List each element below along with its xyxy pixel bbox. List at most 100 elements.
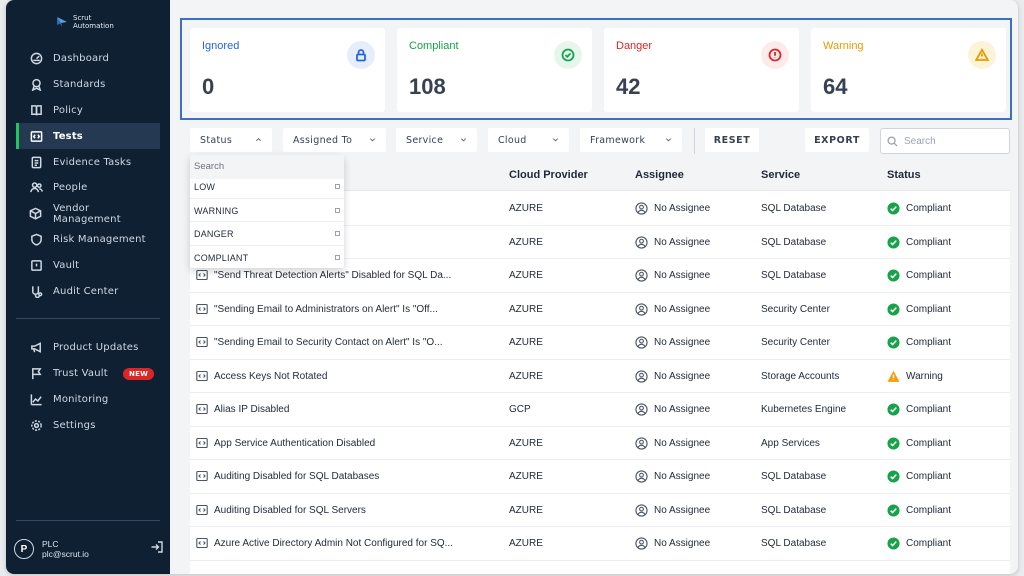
assignee[interactable]: No Assignee — [654, 270, 711, 281]
user-profile[interactable]: P PLC plc@scrut.io — [14, 534, 164, 564]
status-filter[interactable]: Status — [190, 128, 272, 152]
status-dropdown: LOW WARNING DANGER COMPLIANT — [190, 155, 344, 268]
sidebar-item-dashboard[interactable]: Dashboard — [16, 46, 160, 72]
sidebar-item-label: Audit Center — [53, 285, 119, 297]
toolbar-divider — [694, 128, 695, 154]
sidebar-item-label: Risk Management — [53, 233, 146, 245]
sidebar-item-vault[interactable]: Vault — [16, 252, 160, 278]
test-name[interactable]: App Service Authentication Disabled — [214, 437, 376, 449]
chevron-down-icon — [665, 138, 672, 142]
stat-card-danger[interactable]: Danger 42 — [604, 28, 799, 112]
check-circle-icon — [887, 503, 900, 517]
column-header-service[interactable]: Service — [761, 169, 801, 181]
cloud-provider: GCP — [509, 404, 531, 415]
sidebar-item-audit-center[interactable]: Audit Center — [16, 278, 160, 304]
table-row[interactable]: App Service Authentication Disabled AZURE… — [190, 427, 1010, 460]
dropdown-option-warning[interactable]: WARNING — [190, 199, 344, 222]
stat-label: Warning — [823, 40, 864, 52]
assignee[interactable]: No Assignee — [654, 437, 711, 449]
sidebar-item-label: Standards — [53, 79, 106, 91]
option-checkbox[interactable] — [335, 231, 340, 236]
test-name[interactable]: "Sending Email to Administrators on Aler… — [214, 303, 438, 315]
test-name[interactable]: "Sending Email to Security Contact on Al… — [214, 337, 443, 348]
cloud-filter[interactable]: Cloud — [488, 128, 569, 152]
sidebar-item-label: Settings — [53, 419, 96, 431]
column-header-cloud-provider[interactable]: Cloud Provider — [509, 169, 588, 181]
shield-icon — [29, 232, 43, 246]
sidebar-item-label: Tests — [53, 130, 83, 142]
dropdown-option-low[interactable]: LOW — [190, 175, 344, 199]
assignee[interactable]: No Assignee — [654, 538, 711, 549]
assignee[interactable]: No Assignee — [654, 504, 711, 516]
box-icon — [29, 207, 43, 221]
option-checkbox[interactable] — [335, 254, 340, 260]
export-button[interactable]: EXPORT — [805, 128, 869, 152]
assignee[interactable]: No Assignee — [654, 303, 711, 315]
brand-logo[interactable]: Scrut Automation — [56, 14, 114, 30]
user-email: plc@scrut.io — [42, 549, 89, 559]
test-name[interactable]: Azure Active Directory Admin Not Configu… — [214, 538, 453, 549]
service: App Services — [761, 437, 820, 449]
test-name[interactable]: Access Keys Not Rotated — [214, 370, 328, 382]
assignee[interactable]: No Assignee — [654, 404, 711, 415]
sidebar-item-tests[interactable]: Tests — [16, 123, 160, 150]
assignee[interactable]: No Assignee — [654, 370, 711, 382]
option-checkbox[interactable] — [335, 207, 340, 213]
check-circle-icon — [887, 470, 900, 483]
status-badge: Compliant — [906, 437, 952, 449]
assignee[interactable]: No Assignee — [654, 337, 711, 348]
sidebar-item-risk-management[interactable]: Risk Management — [16, 227, 160, 253]
assignee[interactable]: No Assignee — [654, 203, 711, 214]
check-circle-icon — [887, 537, 900, 550]
assignee[interactable]: No Assignee — [654, 236, 711, 248]
cloud-provider: AZURE — [509, 538, 543, 549]
sidebar-item-product-updates[interactable]: Product Updates — [16, 335, 160, 361]
sidebar-item-policy[interactable]: Policy — [16, 98, 160, 124]
test-name[interactable]: Auditing Disabled for SQL Databases — [214, 471, 380, 482]
stats-panel: Ignored 0 Compliant 108 Danger 42 Warnin… — [180, 18, 1012, 120]
table-row[interactable]: Auditing Disabled for SQL Servers AZURE No… — [190, 494, 1010, 527]
cloud-provider: AZURE — [509, 437, 543, 449]
stat-card-compliant[interactable]: Compliant 108 — [397, 28, 592, 112]
table-row[interactable]: Access Keys Not Rotated AZURE No Assignee S… — [190, 360, 1010, 393]
filter-label: Cloud — [498, 134, 527, 146]
assigned-to-filter[interactable]: Assigned To — [283, 128, 386, 152]
stat-card-warning[interactable]: Warning 64 — [811, 28, 1006, 112]
sidebar-item-standards[interactable]: Standards — [16, 72, 160, 98]
sidebar-item-settings[interactable]: Settings — [16, 412, 160, 438]
logout-icon[interactable] — [150, 540, 164, 554]
sidebar-item-trust-vault[interactable]: Trust Vault NEW — [16, 361, 160, 387]
table-row[interactable]: "Sending Email to Administrators on Aler… — [190, 293, 1010, 326]
assignee[interactable]: No Assignee — [654, 471, 711, 482]
column-header-assignee[interactable]: Assignee — [635, 169, 684, 181]
chevron-down-icon — [369, 138, 376, 142]
code-icon — [29, 129, 43, 143]
table-row[interactable]: Alias IP Disabled GCP No Assignee Kubernete… — [190, 393, 1010, 427]
option-checkbox[interactable] — [335, 184, 340, 189]
table-row[interactable]: "Send Threat Detection Alerts" Disabled … — [190, 259, 1010, 293]
test-name[interactable]: Auditing Disabled for SQL Servers — [214, 504, 366, 516]
dropdown-option-compliant[interactable]: COMPLIANT — [190, 246, 344, 270]
brand-line1: Scrut — [73, 14, 92, 22]
sidebar-item-vendor-management[interactable]: Vendor Management — [16, 201, 160, 227]
test-name[interactable]: Alias IP Disabled — [214, 404, 290, 415]
test-name[interactable]: "Send Threat Detection Alerts" Disabled … — [214, 270, 452, 281]
reset-button[interactable]: RESET — [705, 128, 759, 152]
sidebar-item-monitoring[interactable]: Monitoring — [16, 387, 160, 413]
sidebar-item-evidence-tasks[interactable]: Evidence Tasks — [16, 149, 160, 175]
search-input[interactable] — [904, 135, 1000, 147]
framework-filter[interactable]: Framework — [580, 128, 682, 152]
column-header-status[interactable]: Status — [887, 169, 921, 181]
sidebar-item-people[interactable]: People — [16, 175, 160, 201]
table-row[interactable]: Azure Active Directory Admin Not Configu… — [190, 527, 1010, 561]
service-filter[interactable]: Service — [396, 128, 477, 152]
table-row[interactable]: "Sending Email to Security Contact on Al… — [190, 326, 1010, 360]
stat-card-ignored[interactable]: Ignored 0 — [190, 28, 385, 112]
dropdown-option-danger[interactable]: DANGER — [190, 222, 344, 246]
dropdown-search-input[interactable] — [194, 161, 334, 172]
vault-icon — [29, 258, 43, 272]
status-badge: Compliant — [906, 538, 952, 549]
user-name: PLC — [42, 539, 59, 549]
filter-label: Framework — [590, 134, 646, 146]
table-row[interactable]: Auditing Disabled for SQL Databases AZURE… — [190, 460, 1010, 494]
